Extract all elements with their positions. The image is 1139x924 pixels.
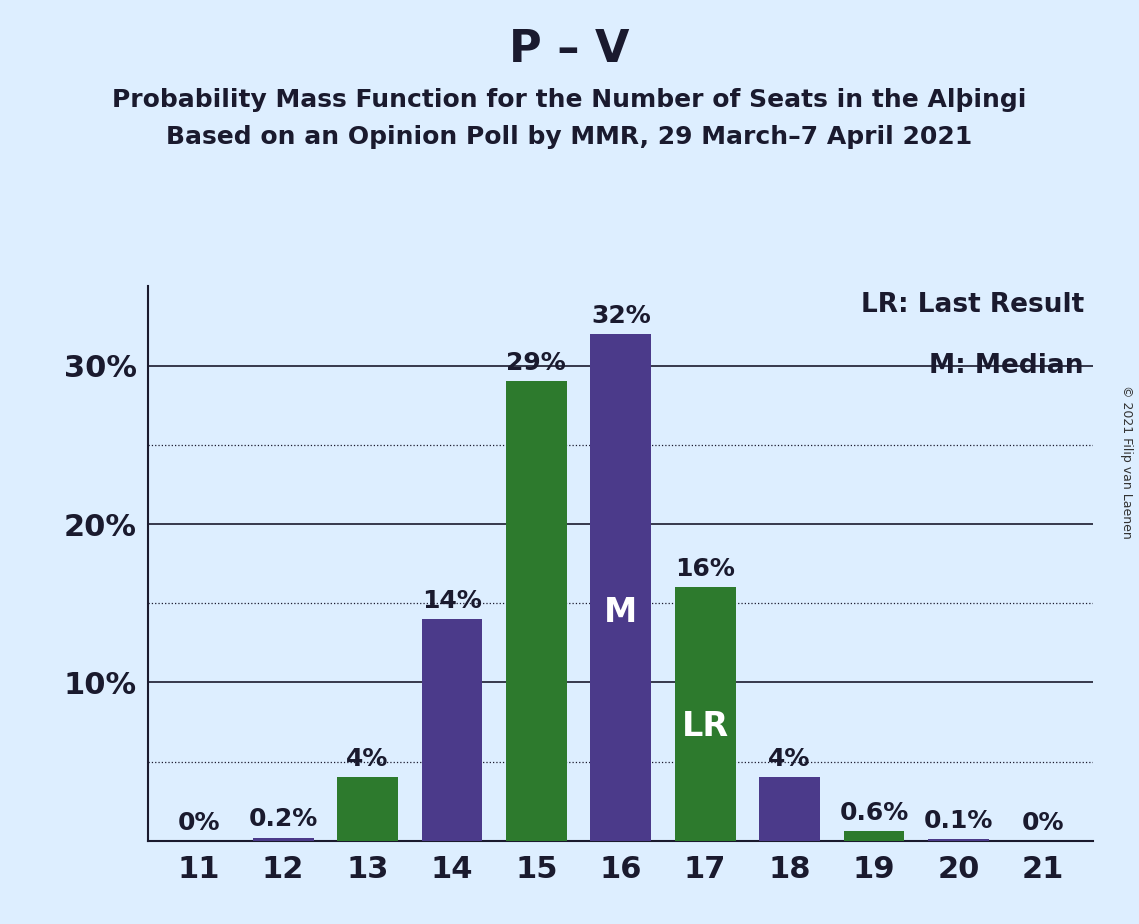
Bar (760, 777, 820, 841)
Text: 0.2%: 0.2% (248, 808, 318, 832)
Text: Based on an Opinion Poll by MMR, 29 March–7 April 2021: Based on an Opinion Poll by MMR, 29 Marc… (166, 125, 973, 149)
Bar (506, 382, 567, 841)
Text: Probability Mass Function for the Number of Seats in the Alþingi: Probability Mass Function for the Number… (113, 88, 1026, 112)
Text: 29%: 29% (507, 351, 566, 375)
Text: 0%: 0% (178, 810, 220, 834)
Text: LR: LR (681, 711, 729, 743)
Text: 32%: 32% (591, 304, 650, 328)
Bar (590, 334, 652, 841)
Bar (253, 838, 313, 841)
Bar (928, 839, 989, 841)
Text: P – V: P – V (509, 28, 630, 71)
Bar (674, 588, 736, 841)
Bar (421, 619, 482, 841)
Text: LR: Last Result: LR: Last Result (861, 292, 1084, 318)
Bar (844, 832, 904, 841)
Text: 0.6%: 0.6% (839, 801, 909, 825)
Text: M: M (604, 596, 638, 629)
Text: 4%: 4% (346, 748, 388, 772)
Text: © 2021 Filip van Laenen: © 2021 Filip van Laenen (1121, 385, 1133, 539)
Text: 0%: 0% (1022, 810, 1064, 834)
Text: 0.1%: 0.1% (924, 808, 993, 833)
Text: 16%: 16% (675, 557, 735, 581)
Text: M: Median: M: Median (929, 353, 1084, 379)
Bar (337, 777, 398, 841)
Text: 14%: 14% (423, 589, 482, 613)
Text: 4%: 4% (769, 748, 811, 772)
